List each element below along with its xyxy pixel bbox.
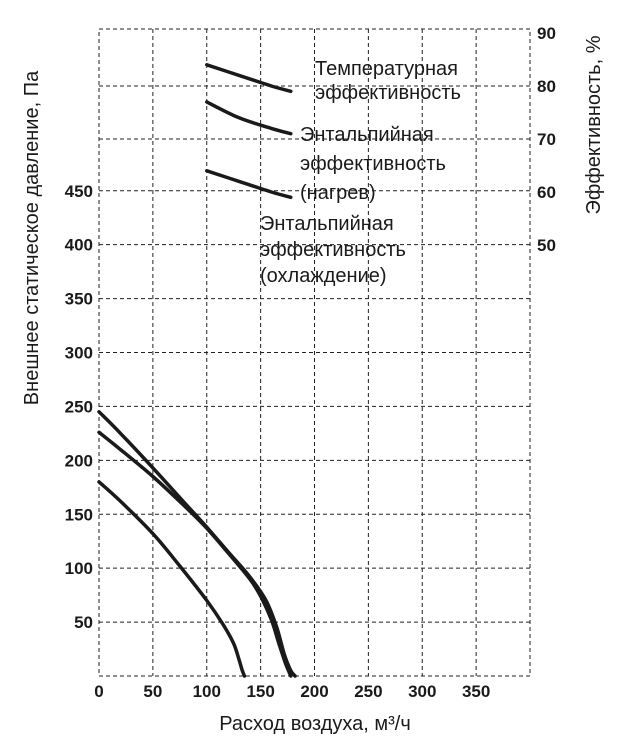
efficiency-annotation: Энтальпийная — [260, 213, 394, 235]
pressure-curve-3 — [97, 480, 247, 678]
y-right-tick-label: 60 — [537, 183, 556, 202]
efficiency-curve-3 — [205, 169, 293, 200]
y-left-tick-label: 200 — [65, 451, 93, 470]
x-axis-label: Расход воздуха, м³/ч — [219, 713, 411, 735]
pressure-curve-1 — [97, 410, 297, 678]
y-left-tick-label: 50 — [74, 613, 93, 632]
x-tick-label: 150 — [246, 682, 274, 701]
efficiency-annotation: эффективность — [315, 82, 461, 104]
y-left-tick-label: 450 — [65, 182, 93, 201]
efficiency-annotation: Энтальпийная — [300, 124, 434, 146]
efficiency-annotation: Температурная — [315, 58, 458, 80]
x-tick-label: 0 — [94, 682, 103, 701]
efficiency-curve-2 — [205, 100, 293, 136]
grid — [98, 28, 531, 677]
x-tick-label: 200 — [300, 682, 328, 701]
y-left-tick-label: 150 — [65, 505, 93, 524]
efficiency-annotation: (охлаждение) — [260, 265, 387, 287]
y-right-tick-label: 70 — [537, 130, 556, 149]
efficiency-annotation: (нагрев) — [300, 182, 376, 204]
y-left-tick-label: 250 — [65, 397, 93, 416]
x-tick-label: 350 — [462, 682, 490, 701]
efficiency-annotation: эффективность — [260, 239, 406, 261]
curves — [97, 63, 297, 678]
y-left-tick-label: 300 — [65, 344, 93, 363]
y-left-tick-label: 100 — [65, 559, 93, 578]
y-right-tick-label: 80 — [537, 77, 556, 96]
y-right-axis-label: Эффективность, % — [583, 35, 605, 214]
labels: 0 50 100 150 200 250 300 350 50 100 150 200 250 300 35… — [65, 24, 556, 701]
y-left-tick-label: 350 — [65, 290, 93, 309]
y-right-tick-label: 50 — [537, 236, 556, 255]
y-left-tick-label: 400 — [65, 236, 93, 255]
y-right-tick-label: 90 — [537, 24, 556, 43]
efficiency-curve-1 — [205, 63, 293, 94]
efficiency-annotation: эффективность — [300, 153, 446, 175]
x-tick-label: 300 — [408, 682, 436, 701]
x-tick-label: 50 — [143, 682, 162, 701]
x-tick-label: 100 — [193, 682, 221, 701]
pressure-curve-2 — [97, 430, 293, 678]
y-left-axis-label: Внешнее статическое давление, Па — [21, 70, 43, 405]
x-tick-label: 250 — [354, 682, 382, 701]
